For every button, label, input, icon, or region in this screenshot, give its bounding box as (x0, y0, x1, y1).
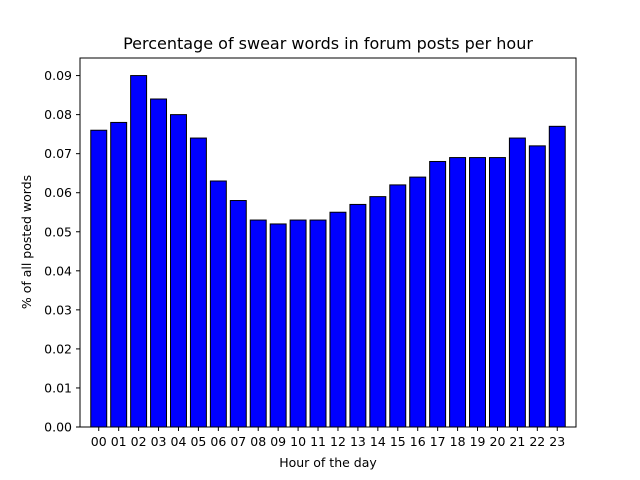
bar-hour-11 (309, 219, 327, 428)
x-tick-label: 11 (310, 434, 326, 449)
y-tick-label: 0.05 (44, 224, 72, 239)
y-tick-label: 0.07 (44, 146, 72, 161)
x-tick-label: 01 (111, 434, 127, 449)
x-tick-label: 15 (390, 434, 406, 449)
x-tick-label: 17 (430, 434, 446, 449)
x-tick-label: 06 (210, 434, 226, 449)
y-tick-label: 0.09 (44, 68, 72, 83)
bar-hour-04 (170, 114, 187, 428)
y-tick-label: 0.04 (44, 263, 72, 278)
bar-hour-07 (229, 200, 247, 428)
bar-hour-09 (269, 223, 287, 428)
bar-hour-00 (90, 129, 108, 428)
x-tick-label: 14 (370, 434, 386, 449)
y-axis-label: % of all posted words (19, 175, 34, 309)
bar-hour-06 (209, 180, 227, 428)
x-tick-label: 23 (549, 434, 565, 449)
x-tick-label: 13 (350, 434, 366, 449)
y-tick-label: 0.01 (44, 380, 72, 395)
plot-area-frame (79, 57, 577, 428)
x-tick-label: 09 (270, 434, 286, 449)
x-tick-label: 00 (91, 434, 107, 449)
x-tick-label: 18 (450, 434, 466, 449)
bar-hour-15 (389, 184, 407, 428)
x-tick-label: 16 (410, 434, 426, 449)
x-tick-label: 04 (171, 434, 187, 449)
x-tick-label: 22 (529, 434, 545, 449)
x-tick-label: 12 (330, 434, 346, 449)
bar-hour-02 (130, 75, 148, 428)
bar-hour-20 (488, 157, 506, 428)
y-tick-label: 0.03 (44, 302, 72, 317)
x-tick-label: 10 (290, 434, 306, 449)
y-tick-label: 0.08 (44, 107, 72, 122)
x-axis-ticks: 00 01 02 03 04 05 06 07 08 09 10 11 12 13 14 15 16 17 18 19… (91, 427, 565, 449)
y-axis-ticks: 0.00 0.01 0.02 0.03 0.04 0.05 0.06 0.07 0.08 0.09 (44, 68, 80, 435)
y-tick-label: 0.06 (44, 185, 72, 200)
x-tick-label: 21 (509, 434, 525, 449)
x-tick-label: 20 (490, 434, 506, 449)
bar-hour-18 (449, 157, 467, 428)
chart-title: Percentage of swear words in forum posts… (123, 34, 533, 53)
bar-hour-03 (150, 98, 168, 428)
bar-hour-08 (249, 219, 267, 428)
x-tick-label: 19 (470, 434, 486, 449)
bar-hour-13 (349, 203, 367, 428)
bar-hour-16 (409, 176, 427, 428)
x-tick-label: 05 (190, 434, 206, 449)
bar-hour-23 (548, 125, 566, 428)
x-tick-label: 03 (151, 434, 167, 449)
y-tick-label: 0.02 (44, 341, 72, 356)
bar-hour-01 (110, 121, 128, 428)
bar-hour-10 (289, 219, 307, 428)
bar-hour-19 (469, 157, 486, 428)
x-tick-label: 07 (230, 434, 246, 449)
x-axis-label: Hour of the day (279, 455, 377, 470)
bar-hour-05 (189, 137, 207, 428)
bars (90, 75, 566, 428)
x-tick-label: 08 (250, 434, 266, 449)
bar-hour-21 (508, 137, 526, 428)
x-tick-label: 02 (131, 434, 147, 449)
bar-hour-22 (528, 145, 546, 428)
bar-hour-12 (329, 211, 347, 428)
y-tick-label: 0.00 (44, 420, 72, 435)
bar-hour-17 (429, 160, 447, 428)
bar-hour-14 (369, 196, 387, 428)
